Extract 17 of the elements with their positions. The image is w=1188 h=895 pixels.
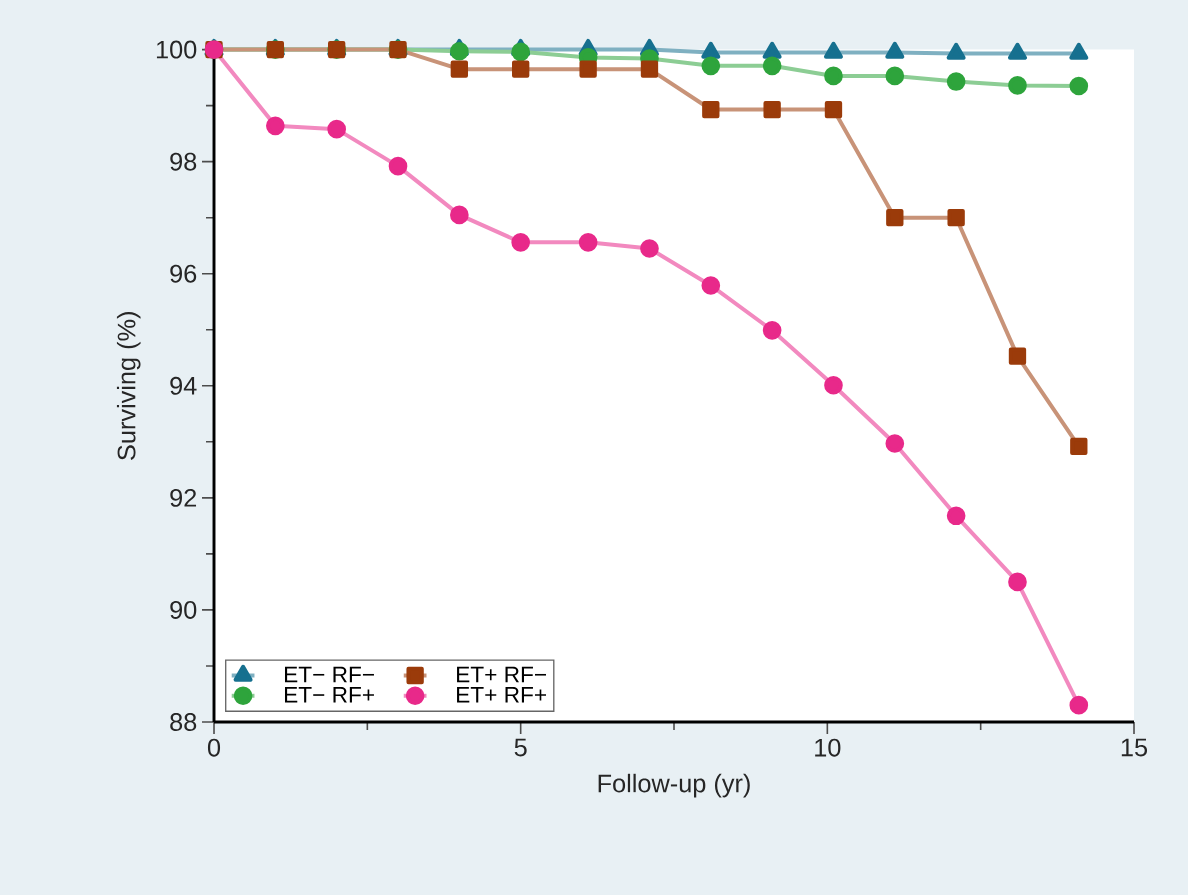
y-tick-label: 92 <box>170 488 197 507</box>
legend-label: ET− RF+ <box>285 686 374 703</box>
y-tick-label: 88 <box>170 713 197 731</box>
y-tick-label: 96 <box>170 264 197 283</box>
x-tick-label: 5 <box>514 738 527 757</box>
x-tick-label: 10 <box>815 738 841 757</box>
x-tick-label: 15 <box>1121 738 1148 757</box>
y-axis-title: Surviving (%) <box>116 312 141 460</box>
y-tick-label: 98 <box>170 152 197 171</box>
legend-label: ET− RF− <box>285 666 374 683</box>
y-tick-label: 100 <box>156 40 197 59</box>
legend-label: ET+ RF− <box>457 666 547 683</box>
x-axis-title: Follow-up (yr) <box>598 773 750 798</box>
legend-label: ET+ RF+ <box>457 686 547 703</box>
y-tick-label: 94 <box>170 376 197 395</box>
y-tick-label: 90 <box>170 600 197 619</box>
x-tick-label: 0 <box>207 738 221 757</box>
